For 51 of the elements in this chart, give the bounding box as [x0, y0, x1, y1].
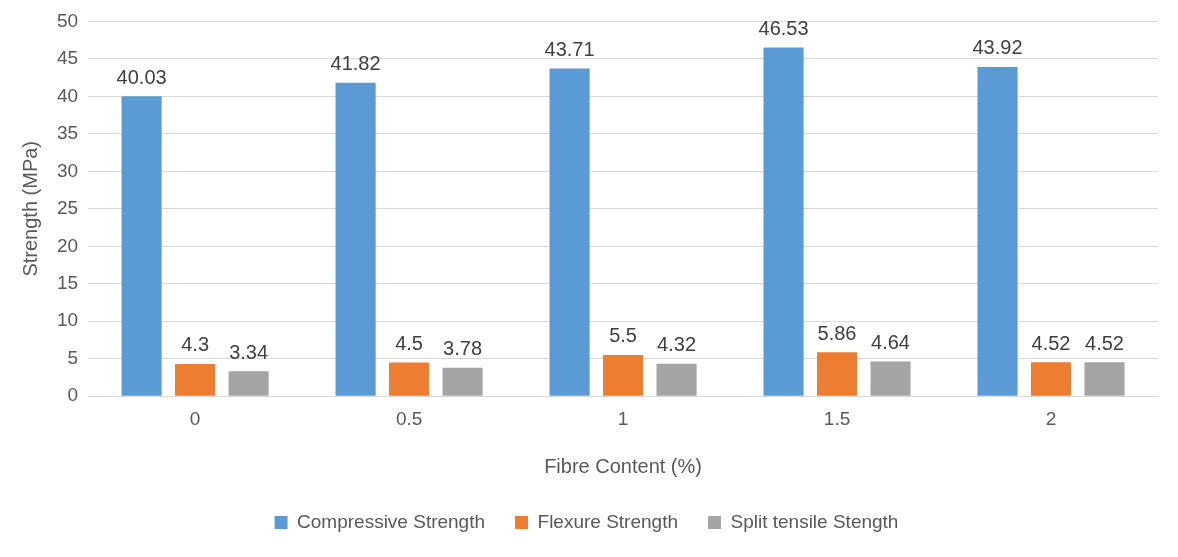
bar — [549, 68, 590, 396]
data-label: 4.52 — [1085, 331, 1124, 354]
y-tick-label: 10 — [56, 309, 79, 331]
bar — [442, 367, 483, 396]
y-tick-label: 5 — [67, 346, 79, 368]
bar — [763, 47, 804, 396]
bar — [175, 363, 216, 396]
bar — [816, 352, 858, 396]
data-label: 4.52 — [1031, 331, 1071, 354]
legend-label: Flexure Strength — [537, 510, 678, 532]
data-label: 41.82 — [330, 52, 381, 75]
bar — [228, 371, 269, 396]
x-tick-label: 2 — [1045, 407, 1057, 429]
data-label: 4.5 — [395, 331, 423, 354]
y-tick-label: 30 — [56, 159, 79, 181]
data-label: 4.3 — [181, 333, 210, 356]
data-label: 4.32 — [657, 333, 697, 356]
x-tick-label: 1.5 — [823, 407, 851, 429]
bar — [335, 82, 376, 396]
y-tick-label: 0 — [67, 384, 79, 406]
x-axis-title: Fibre Content (%) — [544, 454, 702, 477]
data-label: 43.92 — [972, 36, 1023, 59]
x-tick-label: 0.5 — [395, 407, 423, 429]
y-tick-label: 25 — [56, 197, 79, 219]
bar — [121, 96, 162, 396]
bar — [656, 363, 697, 396]
data-label: 46.53 — [758, 16, 809, 39]
y-tick-label: 35 — [56, 122, 79, 144]
y-tick-label: 50 — [56, 9, 79, 31]
y-tick-label: 40 — [56, 84, 79, 106]
x-tick-label: 0 — [189, 407, 201, 429]
data-label: 43.71 — [544, 38, 595, 61]
legend-label: Compressive Strength — [297, 510, 486, 532]
data-label: 5.86 — [817, 321, 857, 344]
bar — [603, 354, 644, 396]
data-label: 5.5 — [609, 324, 637, 347]
data-label: 40.03 — [116, 65, 167, 88]
y-axis-title: Strength (MPa) — [18, 141, 41, 277]
bar — [977, 66, 1018, 396]
y-tick-label: 15 — [56, 271, 79, 293]
bar — [1084, 362, 1125, 396]
bar — [389, 362, 430, 396]
legend-label: Split tensile Stength — [730, 510, 899, 532]
data-label: 3.78 — [443, 337, 483, 360]
y-tick-label: 20 — [56, 234, 79, 256]
bar — [870, 361, 911, 396]
y-tick-label: 45 — [56, 47, 79, 69]
bar — [1030, 362, 1072, 396]
data-label: 4.64 — [871, 330, 910, 353]
data-label: 3.34 — [229, 340, 269, 363]
x-tick-label: 1 — [617, 407, 629, 429]
